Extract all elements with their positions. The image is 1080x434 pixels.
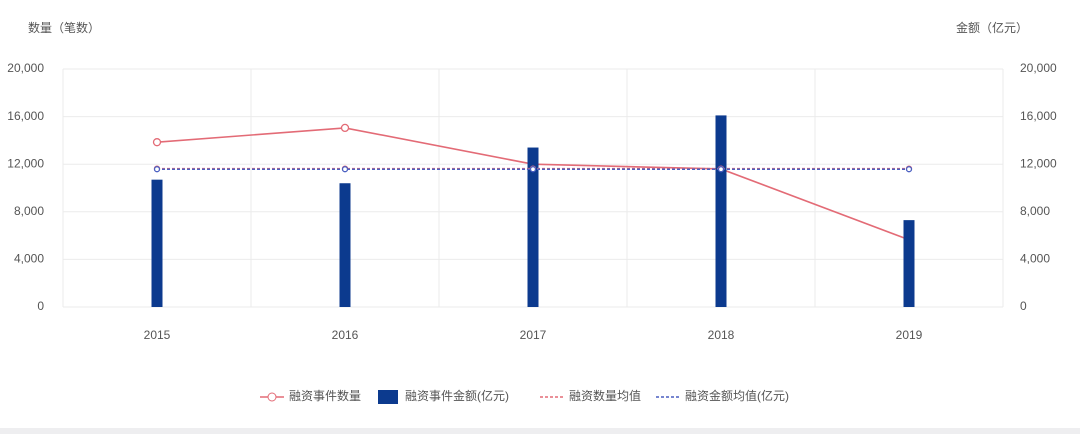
line-point: [905, 166, 913, 173]
bar: [151, 179, 163, 307]
x-tick-label: 2019: [896, 328, 923, 342]
y2-tick-label: 16,000: [1020, 109, 1057, 123]
y2-tick-label: 0: [1020, 299, 1027, 313]
y-tick-label: 4,000: [14, 252, 44, 266]
legend-label[interactable]: 融资数量均值: [569, 388, 641, 403]
y-tick-label: 16,000: [7, 109, 44, 123]
y-tick-label: 20,000: [7, 61, 44, 75]
line-point: [717, 166, 725, 173]
line-point: [341, 166, 349, 173]
line-point: [529, 166, 537, 173]
x-tick-label: 2018: [708, 328, 735, 342]
x-tick-label: 2016: [332, 328, 359, 342]
x-tick-label: 2015: [144, 328, 171, 342]
y-tick-label: 8,000: [14, 204, 44, 218]
y2-tick-label: 4,000: [1020, 252, 1050, 266]
y-tick-label: 12,000: [7, 156, 44, 170]
y2-tick-label: 20,000: [1020, 61, 1057, 75]
line-point: [152, 138, 162, 147]
y-tick-label: 0: [37, 299, 44, 313]
legend-label[interactable]: 融资金额均值(亿元): [685, 388, 789, 403]
y2-tick-label: 8,000: [1020, 204, 1050, 218]
y-axis-title: 数量（笔数）: [28, 20, 100, 35]
legend-label[interactable]: 融资事件数量: [289, 388, 361, 403]
bar: [715, 115, 727, 307]
legend-swatch: [267, 392, 277, 402]
y2-tick-label: 12,000: [1020, 156, 1057, 170]
legend-swatch: [378, 390, 398, 404]
line-point: [340, 123, 350, 133]
bar: [527, 147, 539, 307]
x-tick-label: 2017: [520, 328, 547, 342]
bottom-strip: [0, 428, 1080, 434]
bar: [339, 183, 351, 307]
bar: [903, 220, 915, 307]
y2-axis-title: 金额（亿元）: [956, 20, 1028, 35]
legend-label[interactable]: 融资事件金额(亿元): [405, 388, 509, 403]
line-point: [153, 166, 161, 173]
